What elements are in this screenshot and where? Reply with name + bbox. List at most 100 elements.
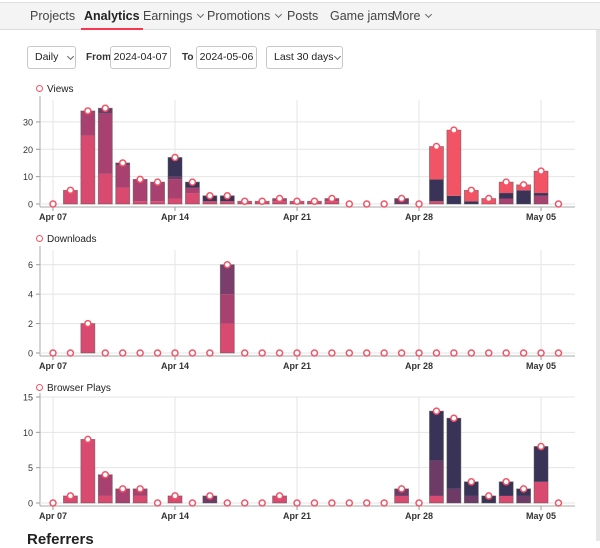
- bar-segment: [499, 193, 514, 199]
- bar-segment: [534, 481, 549, 503]
- data-point: [537, 349, 545, 357]
- from-date-input[interactable]: 2024-04-07: [110, 46, 171, 69]
- referrers-heading: Referrers: [27, 531, 94, 548]
- bar-segment: [80, 110, 95, 136]
- data-point: [450, 414, 458, 422]
- y-tick-label: 2: [28, 319, 33, 329]
- data-point: [153, 178, 162, 186]
- bar-segment: [272, 201, 287, 204]
- data-point: [66, 186, 75, 195]
- x-tick-label: Apr 28: [405, 212, 433, 222]
- chevron-down-icon: [66, 52, 75, 61]
- nav-more[interactable]: More: [392, 9, 433, 23]
- data-point: [502, 349, 510, 357]
- data-point: [240, 499, 249, 507]
- data-point: [66, 492, 75, 500]
- data-point: [554, 499, 563, 507]
- to-label: To: [182, 52, 194, 63]
- x-tick-label: Apr 07: [39, 212, 67, 222]
- chevron-down-icon: [333, 52, 342, 61]
- data-point: [118, 349, 127, 357]
- x-tick-label: Apr 21: [283, 212, 311, 222]
- nav-analytics[interactable]: Analytics: [81, 9, 143, 30]
- data-point: [49, 349, 57, 357]
- x-tick-label: Apr 07: [39, 361, 67, 371]
- data-point: [310, 499, 319, 507]
- from-label: From: [86, 52, 111, 63]
- y-tick-label: 0: [28, 200, 33, 210]
- data-point: [275, 492, 284, 500]
- y-tick-label: 15: [23, 393, 33, 403]
- bar-segment: [98, 113, 113, 174]
- to-date-input[interactable]: 2024-05-06: [196, 46, 257, 69]
- bar-segment: [464, 190, 479, 202]
- bar-segment: [429, 495, 444, 503]
- bar-segment: [499, 182, 514, 194]
- data-point: [171, 153, 179, 162]
- legend-label: Downloads: [47, 234, 97, 245]
- nav-label: More: [392, 9, 421, 23]
- main-nav: Projects Analytics Earnings Promotions P…: [0, 3, 600, 30]
- data-point: [415, 349, 423, 357]
- nav-promotions[interactable]: Promotions: [207, 9, 283, 23]
- bar-segment: [324, 201, 339, 204]
- nav-posts[interactable]: Posts: [287, 9, 318, 23]
- data-point: [519, 181, 528, 189]
- data-point: [293, 499, 301, 507]
- bar-segment: [168, 198, 183, 204]
- data-point: [188, 499, 197, 507]
- bar-segment: [185, 187, 200, 194]
- x-tick-label: Apr 28: [405, 361, 433, 371]
- data-point: [101, 470, 110, 479]
- y-tick-label: 0: [28, 349, 33, 359]
- nav-projects[interactable]: Projects: [30, 9, 75, 23]
- x-tick-label: Apr 21: [283, 511, 311, 521]
- browser-plays-legend[interactable]: Browser Plays: [36, 383, 111, 394]
- bar-segment: [429, 460, 444, 496]
- data-point: [362, 200, 371, 208]
- to-date-value: 2024-05-06: [199, 51, 254, 63]
- data-point: [397, 194, 406, 203]
- chart-svg: 0 2 4 6 Apr 07 Apr 14 Apr 21 Apr 28 May 05: [28, 246, 575, 371]
- bar-segment: [429, 411, 444, 461]
- bar-segment: [133, 201, 148, 204]
- data-point: [432, 349, 441, 357]
- data-point: [206, 192, 214, 200]
- x-tick-label: Apr 14: [161, 361, 189, 371]
- browser-plays-chart: Browser Plays 0 5 10 15 Apr 07 Apr 14 Apr 21 Ap…: [0, 381, 596, 526]
- bar-segment: [446, 418, 461, 489]
- bar-segment: [429, 201, 444, 204]
- interval-select[interactable]: Daily: [27, 46, 76, 69]
- data-point: [275, 349, 284, 357]
- downloads-legend[interactable]: Downloads: [36, 234, 96, 245]
- data-point: [554, 200, 563, 208]
- chart-svg: 0 10 20 30 Apr 07 Apr 14 Apr 21 Apr 28 May 05: [23, 96, 575, 222]
- bar-segment: [80, 323, 95, 353]
- data-point: [171, 349, 179, 357]
- bar-segment: [63, 190, 78, 204]
- data-point: [188, 178, 197, 186]
- nav-label: Game jams: [330, 9, 394, 23]
- data-point: [258, 349, 266, 357]
- range-select[interactable]: Last 30 days: [266, 46, 343, 69]
- chevron-down-icon: [197, 10, 205, 19]
- y-tick-label: 30: [23, 117, 33, 127]
- data-point: [502, 178, 510, 186]
- legend-ring-icon: [36, 85, 43, 92]
- nav-earnings[interactable]: Earnings: [143, 9, 205, 23]
- y-tick-label: 10: [23, 428, 33, 438]
- data-point: [345, 349, 354, 357]
- x-tick-label: May 05: [526, 361, 556, 371]
- data-point: [275, 194, 284, 203]
- bar-segment: [446, 488, 461, 503]
- data-point: [397, 349, 406, 357]
- data-point: [450, 126, 458, 134]
- data-point: [153, 349, 162, 357]
- data-point: [397, 485, 406, 493]
- data-point: [171, 492, 179, 500]
- data-point: [118, 485, 127, 493]
- nav-game-jams[interactable]: Game jams: [330, 9, 394, 23]
- views-legend[interactable]: Views: [36, 84, 74, 95]
- data-point: [362, 499, 371, 507]
- data-point: [49, 200, 57, 208]
